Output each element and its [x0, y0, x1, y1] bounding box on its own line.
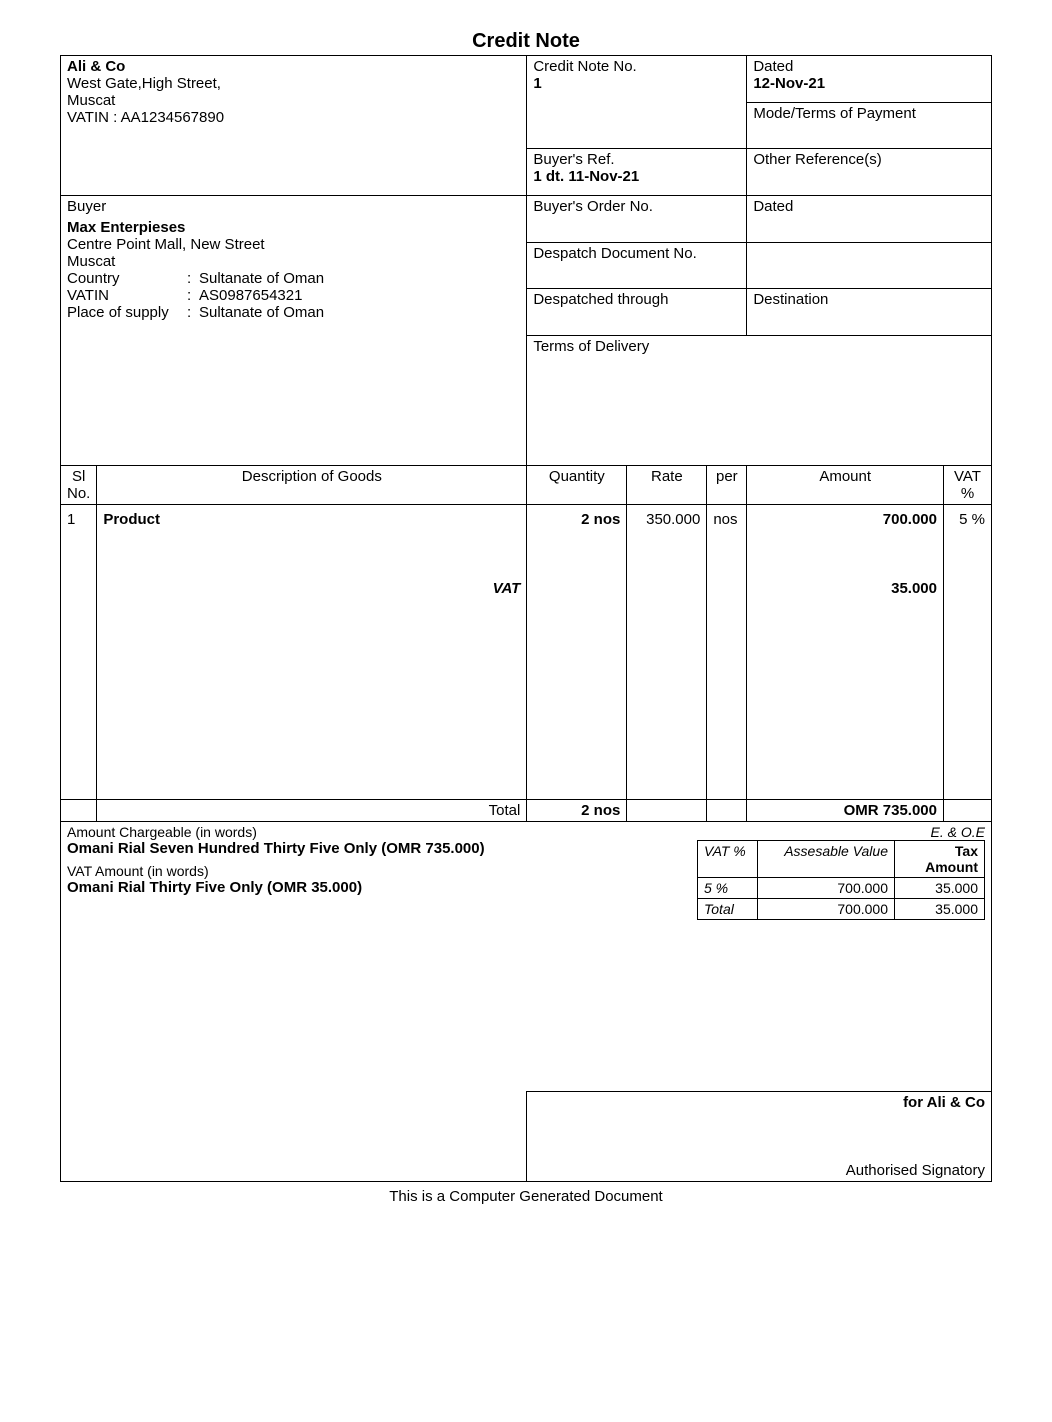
despatched-through-label: Despatched through: [533, 291, 740, 308]
item-vat: 5 %: [944, 505, 992, 531]
items-header-amount: Amount: [753, 468, 937, 485]
item-rate: 350.000: [627, 505, 707, 531]
dated2-label: Dated: [753, 198, 985, 215]
total-qty: 2 nos: [527, 799, 627, 821]
tax-assessable: 700.000: [758, 877, 895, 898]
tax-total-assessable: 700.000: [758, 898, 895, 919]
seller-addr2: Muscat: [67, 92, 520, 109]
item-amount: 700.000: [747, 505, 944, 531]
buyers-order-no-label: Buyer's Order No.: [533, 198, 740, 215]
item-per: nos: [707, 505, 747, 531]
vat-row-label: VAT: [97, 530, 527, 599]
buyer-vatin-label: VATIN: [67, 287, 187, 304]
destination-label: Destination: [753, 291, 985, 308]
buyer-addr1: Centre Point Mall, New Street: [67, 236, 520, 253]
for-company: for Ali & Co: [533, 1094, 985, 1111]
buyer-name: Max Enterpieses: [67, 219, 520, 236]
seller-addr1: West Gate,High Street,: [67, 75, 520, 92]
buyers-ref-label: Buyer's Ref.: [533, 151, 740, 168]
terms-of-delivery-label: Terms of Delivery: [533, 338, 985, 355]
items-header-desc: Description of Goods: [103, 468, 520, 485]
tax-summary-table: VAT % Assesable Value Tax Amount 5 % 700…: [697, 840, 985, 920]
tax-h3: Tax Amount: [895, 840, 985, 877]
buyer-place-value: Sultanate of Oman: [199, 304, 520, 321]
dated-label: Dated: [753, 58, 985, 75]
items-header-qty: Quantity: [533, 468, 620, 485]
credit-note-table: Ali & Co West Gate,High Street, Muscat V…: [60, 55, 992, 1182]
items-header-rate: Rate: [633, 468, 700, 485]
tax-pct: 5 %: [698, 877, 758, 898]
amount-words-text: Omani Rial Seven Hundred Thirty Five Onl…: [67, 840, 685, 857]
credit-note-no: 1: [533, 75, 740, 92]
tax-amount: 35.000: [895, 877, 985, 898]
item-desc: Product: [97, 505, 527, 531]
buyer-place-label: Place of supply: [67, 304, 187, 321]
footer-note: This is a Computer Generated Document: [60, 1188, 992, 1205]
tax-h2: Assesable Value: [758, 840, 895, 877]
mode-terms-label: Mode/Terms of Payment: [753, 105, 985, 122]
tax-total-tax: 35.000: [895, 898, 985, 919]
vat-row-amount: 35.000: [747, 530, 944, 599]
despatch-doc-label: Despatch Document No.: [533, 245, 740, 262]
items-header-no: No.: [67, 485, 90, 502]
buyer-heading: Buyer: [67, 198, 520, 215]
other-ref-label: Other Reference(s): [753, 151, 985, 168]
authorised-signatory: Authorised Signatory: [846, 1162, 985, 1179]
vat-words-label: VAT Amount (in words): [67, 863, 685, 879]
item-qty: 2 nos: [527, 505, 627, 531]
dated-value: 12-Nov-21: [753, 75, 985, 92]
buyer-vatin-value: AS0987654321: [199, 287, 520, 304]
credit-note-no-label: Credit Note No.: [533, 58, 740, 75]
document-title: Credit Note: [60, 30, 992, 53]
seller-name: Ali & Co: [67, 58, 520, 75]
seller-vatin: VATIN : AA1234567890: [67, 109, 520, 126]
vat-words-text: Omani Rial Thirty Five Only (OMR 35.000): [67, 879, 685, 896]
items-header-sl: Sl: [67, 468, 90, 485]
items-header-per: per: [713, 468, 740, 485]
buyer-country-value: Sultanate of Oman: [199, 270, 520, 287]
total-amount: OMR 735.000: [747, 799, 944, 821]
buyer-addr2: Muscat: [67, 253, 520, 270]
tax-total-label: Total: [698, 898, 758, 919]
tax-h1: VAT %: [698, 840, 758, 877]
total-label: Total: [97, 799, 527, 821]
buyers-ref-value: 1 dt. 11-Nov-21: [533, 168, 740, 185]
eoe-text: E. & O.E: [697, 824, 985, 840]
item-sl: 1: [61, 505, 97, 531]
amount-words-label: Amount Chargeable (in words): [67, 824, 685, 840]
buyer-country-label: Country: [67, 270, 187, 287]
items-header-vat: VAT: [950, 468, 985, 485]
items-header-pct: %: [950, 485, 985, 502]
